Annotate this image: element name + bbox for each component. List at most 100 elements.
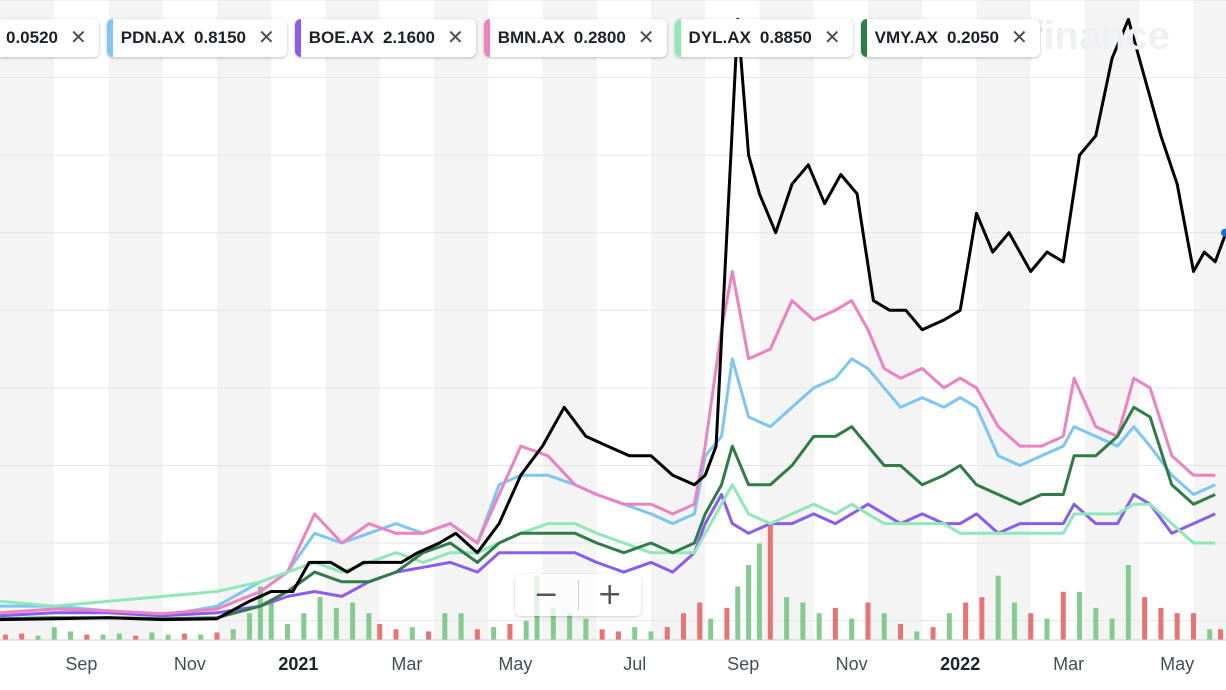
zoom-controls: − + — [515, 574, 641, 616]
volume-bar — [767, 522, 773, 640]
remove-symbol-icon[interactable]: ✕ — [637, 27, 655, 49]
volume-bar — [995, 575, 1001, 640]
volume-bar — [708, 618, 714, 640]
volume-bar — [784, 597, 790, 640]
volume-bar — [426, 631, 432, 640]
volume-bar — [832, 607, 838, 640]
month-band — [0, 0, 55, 640]
volume-bar — [930, 627, 936, 640]
volume-bar — [746, 565, 752, 640]
volume-bar — [648, 631, 654, 640]
legend-chip-bar: 0.0520 ✕ PDN.AX 0.8150 ✕ BOE.AX 2.1600 ✕ BMN.AX 0… — [0, 19, 1040, 59]
volume-bar — [849, 618, 855, 640]
last-price-marker — [1221, 228, 1226, 237]
legend-chip-symbol: BMN.AX — [497, 28, 565, 47]
volume-bar — [1028, 613, 1034, 640]
volume-bar — [165, 634, 171, 640]
volume-bar — [735, 586, 741, 640]
remove-symbol-icon[interactable]: ✕ — [70, 27, 87, 49]
volume-bar — [35, 635, 41, 640]
yahoo-finance-watermark: finance — [1030, 14, 1171, 58]
x-tick-label: Nov — [836, 654, 868, 674]
volume-bar — [756, 543, 762, 640]
volume-bar — [474, 629, 480, 640]
legend-chip-value: 0.0520 — [6, 28, 58, 47]
volume-bar — [2, 634, 8, 640]
volume-bar — [664, 627, 670, 640]
volume-bar — [963, 602, 969, 640]
series-line — [0, 270, 1216, 616]
month-band — [976, 0, 1031, 640]
legend-chip-symbol: DYL.AX — [688, 28, 751, 47]
zoom-out-button[interactable]: − — [533, 577, 559, 612]
volume-bar — [68, 631, 74, 640]
volume-bar — [409, 627, 415, 640]
volume-bar — [285, 623, 291, 640]
volume-bar — [697, 602, 703, 640]
month-band — [216, 0, 272, 640]
zoom-separator — [577, 580, 579, 610]
legend-chip[interactable]: VMY.AX 0.2050 ✕ — [860, 19, 1040, 57]
legend-chip-symbol: PDN.AX — [120, 28, 185, 47]
remove-symbol-icon[interactable]: ✕ — [446, 27, 464, 49]
volume-bar — [1044, 618, 1050, 640]
legend-chip-value: 0.2050 — [946, 28, 999, 47]
volume-bar — [149, 632, 155, 640]
volume-bar — [800, 602, 806, 640]
legend-chip[interactable]: 0.0520 ✕ — [0, 19, 99, 57]
x-tick-label: 2021 — [278, 654, 318, 674]
volume-bar — [458, 613, 464, 640]
volume-bar — [350, 602, 356, 640]
legend-chip-value: 0.2800 — [573, 28, 626, 47]
legend-chip-color — [483, 19, 490, 57]
volume-bar — [1060, 591, 1066, 640]
volume-bar — [1190, 613, 1196, 640]
volume-bar — [100, 634, 106, 640]
volume-bar — [491, 627, 497, 640]
x-tick-label: Mar — [1053, 654, 1084, 674]
volume-bar — [257, 586, 263, 640]
volume-bar — [198, 634, 204, 640]
month-band — [759, 0, 814, 640]
volume-bar — [979, 597, 985, 640]
month-band — [325, 0, 380, 640]
volume-bar — [51, 627, 57, 640]
series-line — [0, 493, 1216, 618]
legend-chip[interactable]: PDN.AX 0.8150 ✕ — [106, 19, 287, 57]
remove-symbol-icon[interactable]: ✕ — [823, 27, 841, 49]
volume-bar — [681, 613, 687, 640]
volume-bar — [377, 623, 383, 640]
zoom-in-button[interactable]: + — [597, 577, 623, 612]
legend-chip[interactable]: BMN.AX 0.2800 ✕ — [483, 19, 667, 57]
remove-symbol-icon[interactable]: ✕ — [1010, 27, 1028, 49]
x-tick-label: May — [1160, 654, 1194, 674]
volume-bar — [301, 613, 307, 640]
volume-bar — [393, 629, 399, 640]
legend-chip-color — [674, 19, 681, 57]
month-band — [1193, 0, 1226, 640]
volume-bar — [268, 602, 274, 640]
volume-bar — [914, 631, 920, 640]
legend-chip[interactable]: BOE.AX 2.1600 ✕ — [294, 19, 476, 57]
remove-symbol-icon[interactable]: ✕ — [258, 27, 275, 49]
volume-bar — [583, 618, 589, 640]
volume-bar — [816, 613, 822, 640]
volume-bar — [1218, 629, 1224, 640]
volume-bar — [1077, 591, 1083, 640]
series-line — [0, 405, 1216, 621]
volume-bar — [247, 613, 253, 640]
x-tick-label: Mar — [391, 654, 422, 674]
volume-bar — [317, 597, 323, 640]
x-tick-label: Sep — [65, 654, 97, 674]
series-line — [0, 357, 1216, 618]
x-tick-label: Sep — [727, 654, 759, 674]
x-tick-label: Nov — [174, 654, 206, 674]
legend-chip[interactable]: DYL.AX 0.8850 ✕ — [674, 19, 853, 57]
legend-chip-color — [860, 19, 867, 57]
volume-bar — [214, 632, 220, 640]
volume-bar — [366, 613, 372, 640]
volume-bar — [1011, 602, 1017, 640]
volume-bar — [1174, 613, 1180, 640]
volume-bar — [567, 613, 573, 640]
